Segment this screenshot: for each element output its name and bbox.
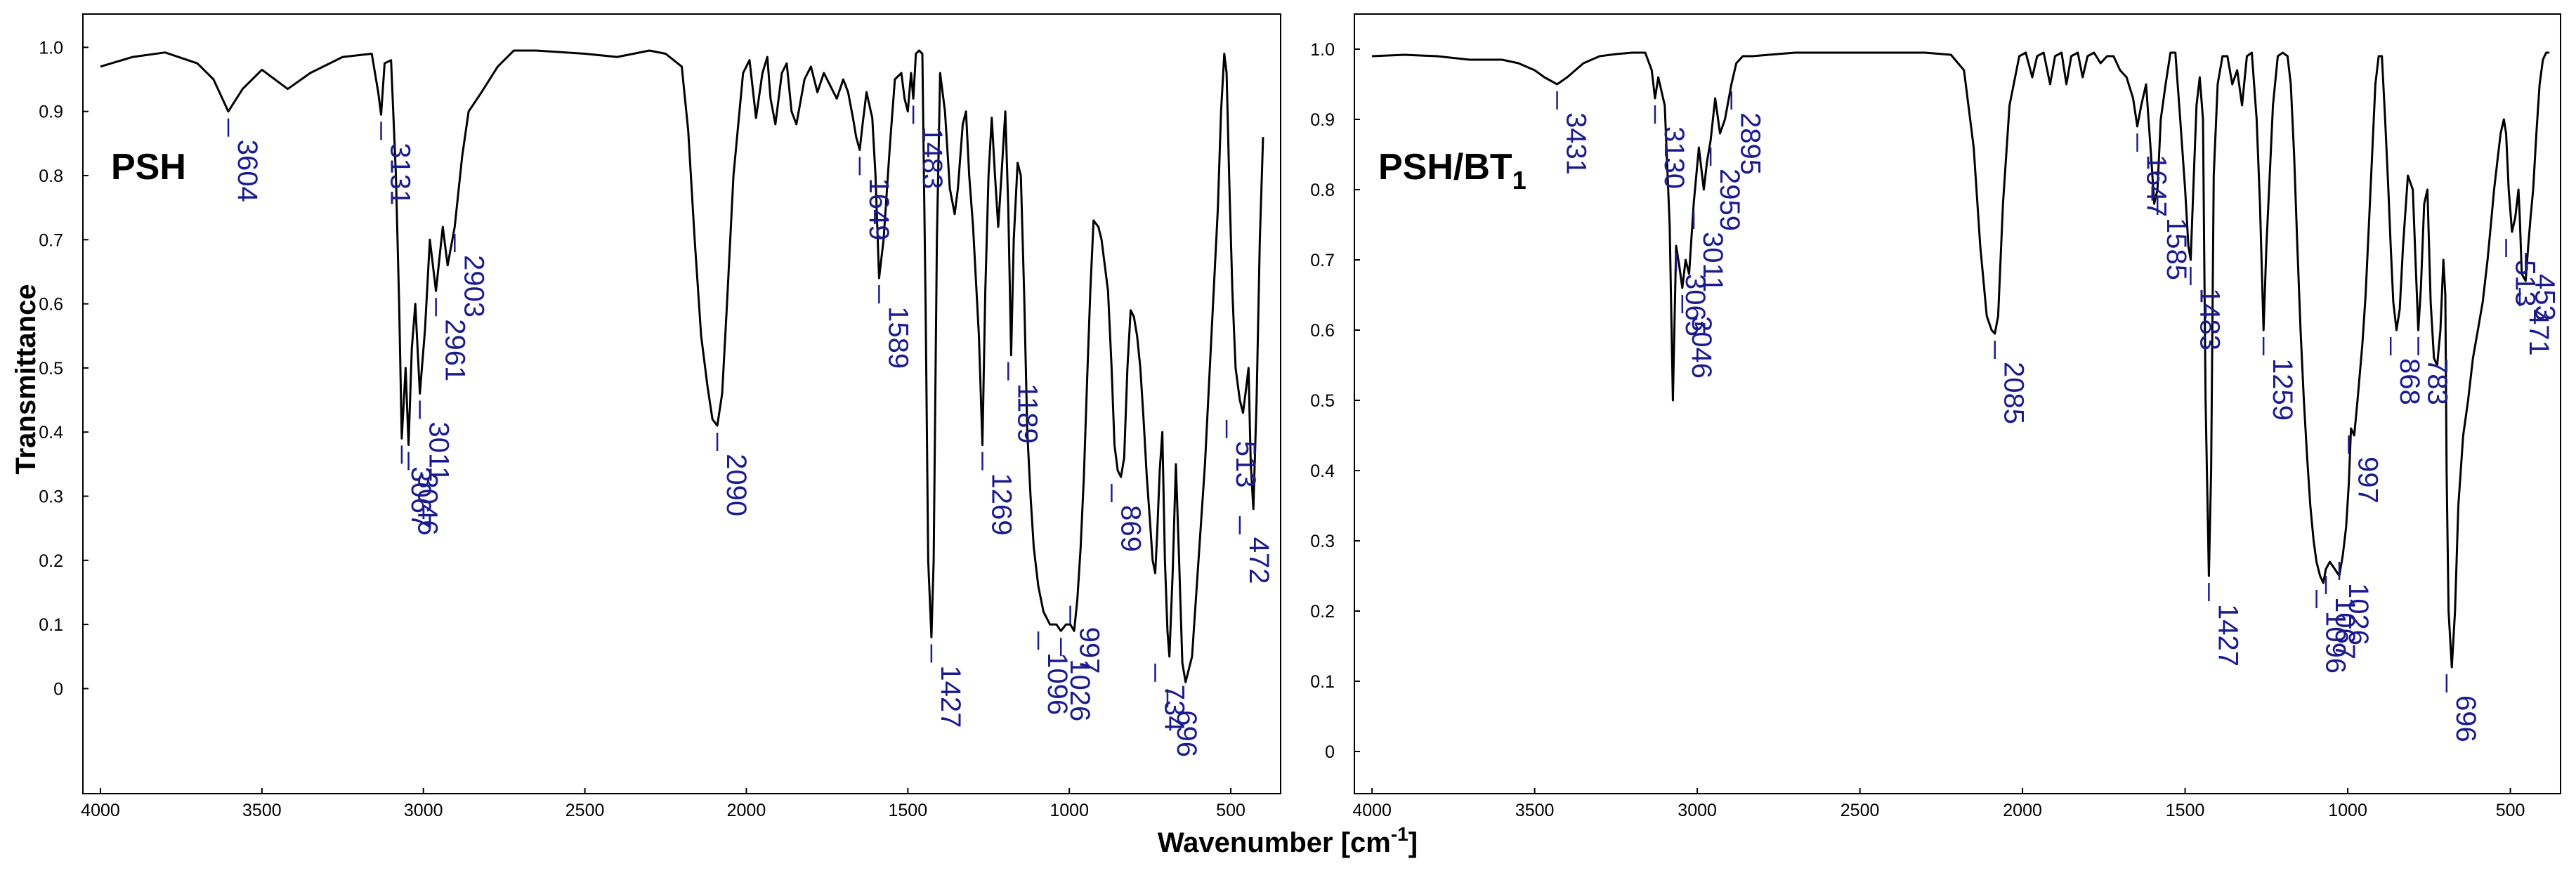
peak-label: 1189 bbox=[1012, 383, 1042, 444]
peak-label: 513 bbox=[1230, 441, 1261, 488]
x-tick-label: 1000 bbox=[2328, 801, 2367, 820]
y-tick-label: 1.0 bbox=[1310, 40, 1335, 60]
y-tick-label: 0.3 bbox=[39, 487, 63, 507]
peak-label: 3011 bbox=[424, 421, 455, 482]
x-tick-label: 500 bbox=[1216, 801, 1245, 820]
peak-label: 3011 bbox=[1697, 232, 1728, 292]
panel-title: PSH/BT1 bbox=[1378, 147, 1526, 195]
peak-label: 471 bbox=[2523, 309, 2554, 356]
y-tick-label: 0 bbox=[1325, 742, 1335, 762]
spectrum-line bbox=[1372, 51, 2550, 669]
peak-label: 1259 bbox=[2267, 358, 2298, 421]
y-tick-label: 0.8 bbox=[39, 166, 63, 186]
spectrum-line bbox=[100, 49, 1264, 683]
x-tick-label: 2500 bbox=[1841, 801, 1880, 820]
peak-label: 1096 bbox=[2320, 611, 2351, 674]
peak-label: 472 bbox=[1243, 537, 1274, 584]
x-tick-label: 1000 bbox=[1050, 801, 1089, 820]
y-tick-label: 0.1 bbox=[39, 615, 63, 635]
plot-frame bbox=[1354, 13, 2561, 794]
peak-label: 1269 bbox=[986, 473, 1017, 536]
peak-label: 2961 bbox=[440, 319, 471, 381]
y-tick-label: 0.6 bbox=[1310, 321, 1335, 341]
peak-label: 1096 bbox=[1042, 652, 1073, 715]
peak-label: 1427 bbox=[935, 665, 966, 728]
y-tick-label: 0.6 bbox=[39, 295, 63, 315]
x-tick-label: 4000 bbox=[81, 801, 120, 820]
peak-label: 1649 bbox=[863, 178, 894, 241]
peak-label: 3131 bbox=[385, 143, 416, 205]
peak-label: 453 bbox=[2529, 274, 2560, 321]
x-tick-label: 3000 bbox=[404, 801, 443, 820]
peak-label: 696 bbox=[1171, 710, 1202, 757]
peak-label: 997 bbox=[2353, 457, 2384, 504]
peak-label: 1483 bbox=[917, 126, 948, 189]
panel-title: PSH bbox=[111, 147, 186, 188]
peak-label: 869 bbox=[1115, 505, 1146, 552]
y-tick-label: 0.4 bbox=[39, 423, 63, 442]
x-tick-label: 1500 bbox=[888, 801, 927, 820]
peak-label: 1585 bbox=[2161, 218, 2192, 280]
y-tick-label: 0.8 bbox=[1310, 180, 1335, 200]
plot-frame bbox=[82, 13, 1281, 794]
y-tick-label: 0.1 bbox=[1310, 672, 1335, 692]
peak-label: 997 bbox=[1074, 627, 1105, 674]
x-tick-label: 1500 bbox=[2166, 801, 2205, 820]
peak-label: 2085 bbox=[1999, 362, 2029, 424]
peak-label: 3067 bbox=[405, 466, 436, 529]
peak-label: 1067 bbox=[2329, 597, 2360, 659]
peak-label: 3065 bbox=[1680, 274, 1711, 336]
peak-label: 783 bbox=[2422, 358, 2453, 405]
peak-label: 3604 bbox=[232, 140, 263, 202]
y-tick-label: 0 bbox=[53, 679, 63, 699]
y-tick-label: 0.5 bbox=[1310, 391, 1335, 411]
y-tick-label: 0.3 bbox=[1310, 532, 1335, 551]
x-tick-label: 2000 bbox=[727, 801, 766, 820]
y-tick-label: 1.0 bbox=[39, 38, 63, 58]
y-tick-label: 0.5 bbox=[39, 359, 63, 379]
peak-label: 868 bbox=[2394, 358, 2425, 405]
peak-label: 1589 bbox=[882, 306, 913, 369]
x-tick-label: 2000 bbox=[2003, 801, 2042, 820]
peak-label: 734 bbox=[1159, 685, 1190, 732]
peak-label: 1026 bbox=[2343, 583, 2374, 645]
x-tick-label: 3500 bbox=[242, 801, 282, 820]
peak-label: 1427 bbox=[2212, 604, 2243, 667]
psh-spectrum-panel: 0 0.1 0.2 0.3 0.4 0.5 0.6 0.7 0.8 0.9 1.0 4000 3500 3… bbox=[39, 13, 1281, 820]
peak-label: 3046 bbox=[412, 473, 443, 536]
y-tick-label: 0.2 bbox=[39, 551, 63, 571]
x-axis-label: Wavenumber [cm-1] bbox=[1158, 823, 1418, 858]
peak-label: 1483 bbox=[2195, 288, 2225, 350]
y-tick-label: 0.7 bbox=[1310, 251, 1335, 270]
peak-label: 3130 bbox=[1659, 126, 1689, 189]
peak-label: 3046 bbox=[1686, 316, 1717, 379]
x-tick-label: 500 bbox=[2496, 801, 2525, 820]
peak-label: 2903 bbox=[458, 255, 489, 317]
psh-bt1-spectrum-panel: 0 0.1 0.2 0.3 0.4 0.5 0.6 0.7 0.8 0.9 1.0 4000 3500 3… bbox=[1310, 13, 2561, 820]
y-tick-label: 0.4 bbox=[1310, 461, 1335, 481]
y-tick-label: 0.2 bbox=[1310, 602, 1335, 622]
peak-label: 2090 bbox=[721, 454, 752, 516]
x-tick-label: 4000 bbox=[1352, 801, 1392, 820]
peak-label: 696 bbox=[2450, 695, 2481, 742]
x-tick-label: 3500 bbox=[1515, 801, 1555, 820]
peak-label: 1647 bbox=[2141, 155, 2172, 217]
peak-label: 2959 bbox=[1714, 169, 1745, 231]
x-tick-label: 2500 bbox=[565, 801, 605, 820]
peak-label: 3431 bbox=[1561, 112, 1592, 175]
peak-label: 2895 bbox=[1735, 112, 1766, 175]
y-tick-label: 0.9 bbox=[1310, 110, 1335, 130]
x-tick-label: 3000 bbox=[1678, 801, 1717, 820]
y-tick-label: 0.7 bbox=[39, 230, 63, 250]
y-tick-label: 0.9 bbox=[39, 103, 63, 122]
peak-label: 1026 bbox=[1064, 659, 1095, 721]
y-axis-label: Transmittance bbox=[11, 284, 41, 474]
